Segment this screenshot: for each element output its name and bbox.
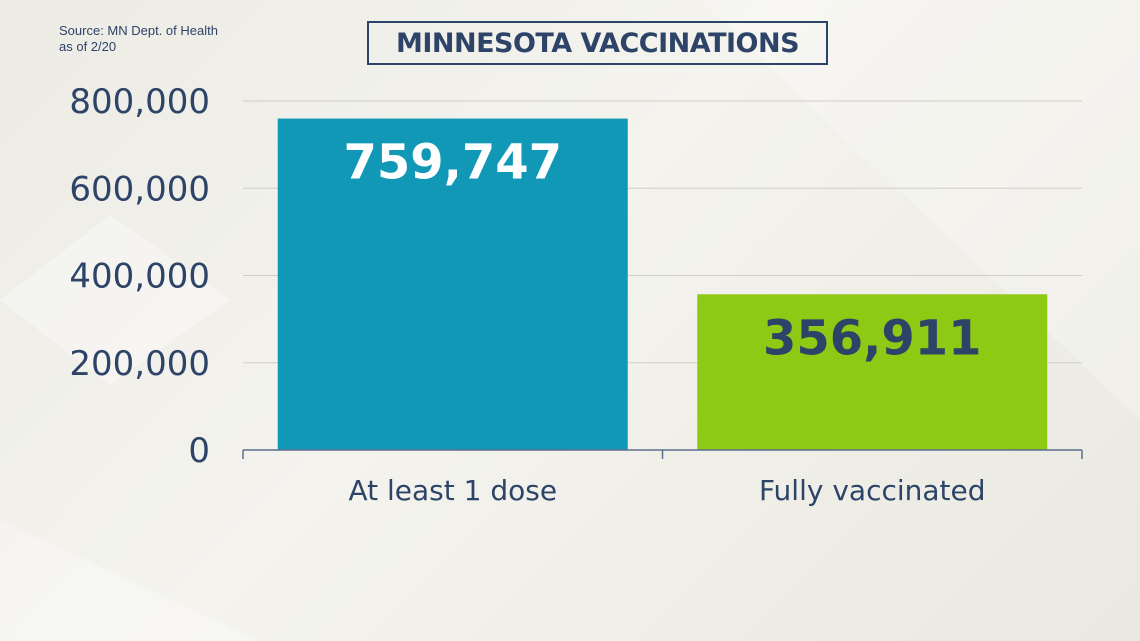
y-tick-label: 600,000 — [69, 169, 210, 209]
bar-value-label: 356,911 — [763, 310, 982, 366]
bar — [697, 294, 1048, 450]
source-line: Source: MN Dept. of Health — [59, 23, 218, 38]
as-of-date: as of 2/20 — [59, 39, 117, 54]
x-tick-label: At least 1 dose — [348, 474, 557, 507]
source-note: Source: MN Dept. of Health as of 2/20 — [59, 23, 218, 55]
bar — [277, 118, 628, 451]
y-tick-label: 200,000 — [69, 344, 210, 384]
chart-title-box: MINNESOTA VACCINATIONS — [367, 21, 828, 65]
bar-value-label: 759,747 — [343, 135, 562, 191]
x-tick-label: Fully vaccinated — [759, 474, 986, 507]
y-tick-label: 800,000 — [69, 82, 210, 122]
y-tick-label: 400,000 — [69, 257, 210, 297]
chart-title: MINNESOTA VACCINATIONS — [395, 27, 800, 59]
y-tick-label: 0 — [188, 431, 210, 471]
